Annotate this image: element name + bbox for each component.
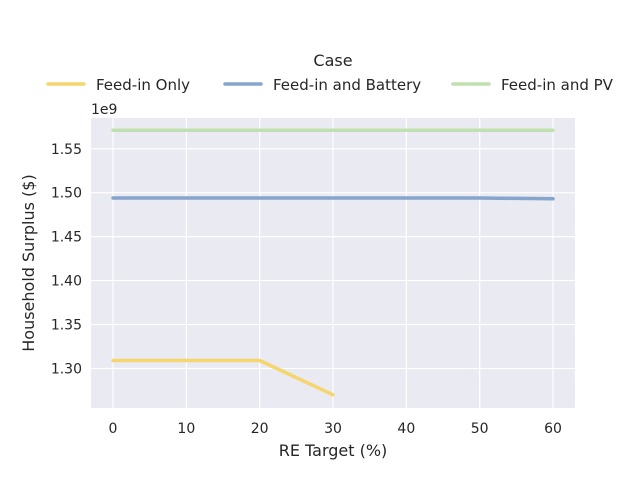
y-tick-label: 1.30 xyxy=(51,361,82,377)
legend: Case Feed-in Only Feed-in and Battery Feed… xyxy=(46,51,614,94)
legend-entry-label: Feed-in and Battery xyxy=(273,76,421,94)
legend-title: Case xyxy=(313,51,352,70)
x-tick-label: 30 xyxy=(324,421,342,437)
series-line-2 xyxy=(111,196,555,201)
x-tick-label: 60 xyxy=(544,421,562,437)
y-tick-label: 1.45 xyxy=(51,230,82,246)
x-tick-label: 40 xyxy=(397,421,415,437)
y-tick-label: 1.35 xyxy=(51,318,82,334)
x-tick-labels: 0 10 20 30 40 50 60 xyxy=(109,421,562,437)
x-tick-label: 20 xyxy=(251,421,269,437)
y-tick-label: 1.55 xyxy=(51,142,82,158)
y-axis-label: Household Surplus ($) xyxy=(19,174,38,351)
y-offset-label: 1e9 xyxy=(91,102,117,118)
legend-entry-label: Feed-in and PV xyxy=(501,76,614,94)
series-lines xyxy=(111,128,555,397)
series-line-1 xyxy=(111,358,335,397)
x-tick-label: 10 xyxy=(177,421,195,437)
x-axis-label: RE Target (%) xyxy=(279,441,388,460)
legend-entry-label: Feed-in Only xyxy=(96,76,190,94)
y-tick-label: 1.50 xyxy=(51,186,82,202)
x-tick-label: 0 xyxy=(109,421,118,437)
x-tick-label: 50 xyxy=(471,421,489,437)
grid xyxy=(91,118,575,408)
y-tick-label: 1.40 xyxy=(51,274,82,290)
y-tick-labels: 1.30 1.35 1.40 1.45 1.50 1.55 xyxy=(51,142,82,378)
